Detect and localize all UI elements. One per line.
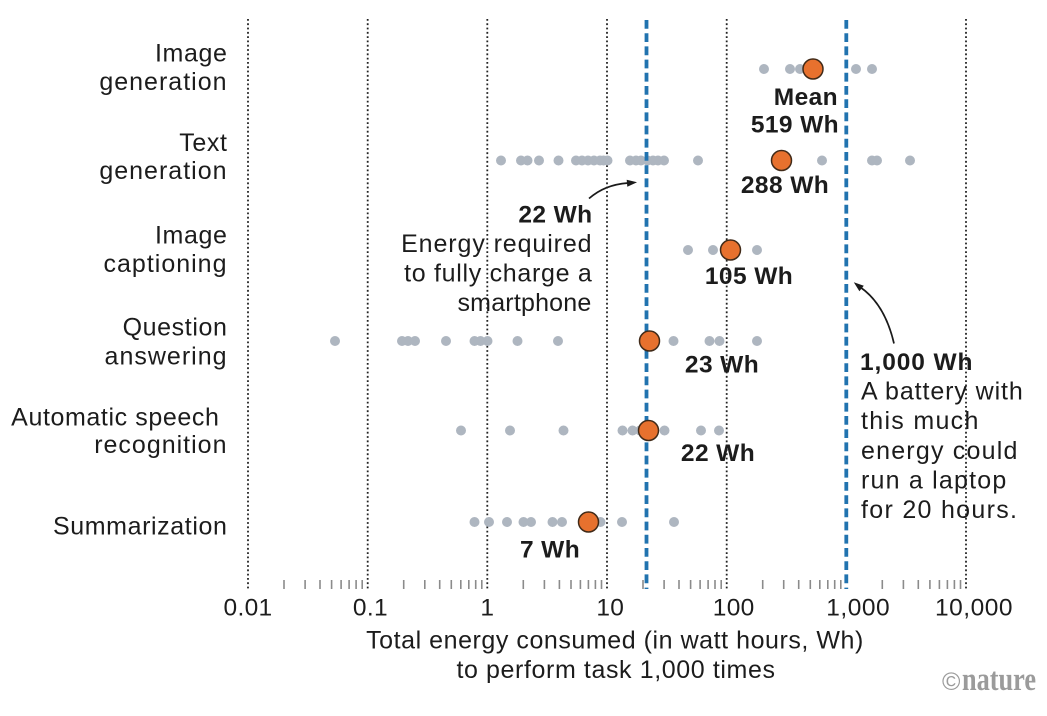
svg-text:smartphone: smartphone — [457, 289, 591, 317]
svg-text:captioning: captioning — [104, 250, 228, 278]
svg-text:Mean: Mean — [774, 84, 838, 111]
svg-text:for 20 hours.: for 20 hours. — [861, 496, 1018, 524]
svg-text:run a laptop: run a laptop — [861, 466, 1007, 494]
svg-text:100: 100 — [713, 594, 755, 621]
svg-text:answering: answering — [105, 342, 228, 370]
svg-text:Summarization: Summarization — [53, 512, 228, 540]
svg-text:Text: Text — [179, 129, 227, 157]
svg-text:Automatic speech: Automatic speech — [11, 404, 219, 432]
svg-text:Image: Image — [155, 222, 227, 250]
svg-text:Total energy consumed (in watt: Total energy consumed (in watt hours, Wh… — [366, 626, 864, 654]
svg-text:©: © — [942, 668, 961, 696]
svg-text:Image: Image — [155, 39, 227, 67]
svg-text:519 Wh: 519 Wh — [751, 111, 839, 138]
svg-text:0.1: 0.1 — [353, 594, 388, 621]
svg-text:generation: generation — [99, 68, 227, 96]
svg-text:nature: nature — [962, 662, 1036, 698]
svg-text:22 Wh: 22 Wh — [518, 202, 592, 229]
svg-text:to perform task 1,000 times: to perform task 1,000 times — [456, 656, 775, 684]
svg-text:generation: generation — [99, 157, 227, 185]
svg-text:this much: this much — [861, 407, 980, 435]
svg-text:10: 10 — [596, 594, 624, 621]
svg-text:to fully charge a: to fully charge a — [404, 260, 592, 288]
svg-text:1,000: 1,000 — [826, 594, 890, 621]
svg-text:0.01: 0.01 — [224, 594, 273, 621]
svg-text:recognition: recognition — [94, 431, 227, 459]
svg-text:10,000: 10,000 — [935, 594, 1013, 621]
svg-text:105 Wh: 105 Wh — [705, 263, 793, 290]
svg-text:22 Wh: 22 Wh — [681, 440, 755, 467]
svg-text:288 Wh: 288 Wh — [741, 172, 829, 199]
svg-text:A battery with: A battery with — [861, 378, 1024, 406]
svg-text:1: 1 — [480, 594, 494, 621]
svg-text:energy could: energy could — [861, 437, 1019, 465]
svg-text:23 Wh: 23 Wh — [685, 351, 759, 378]
svg-text:Question: Question — [123, 314, 228, 342]
svg-text:1,000 Wh: 1,000 Wh — [860, 349, 973, 376]
svg-text:Energy required: Energy required — [401, 230, 592, 258]
svg-text:7 Wh: 7 Wh — [520, 536, 580, 563]
